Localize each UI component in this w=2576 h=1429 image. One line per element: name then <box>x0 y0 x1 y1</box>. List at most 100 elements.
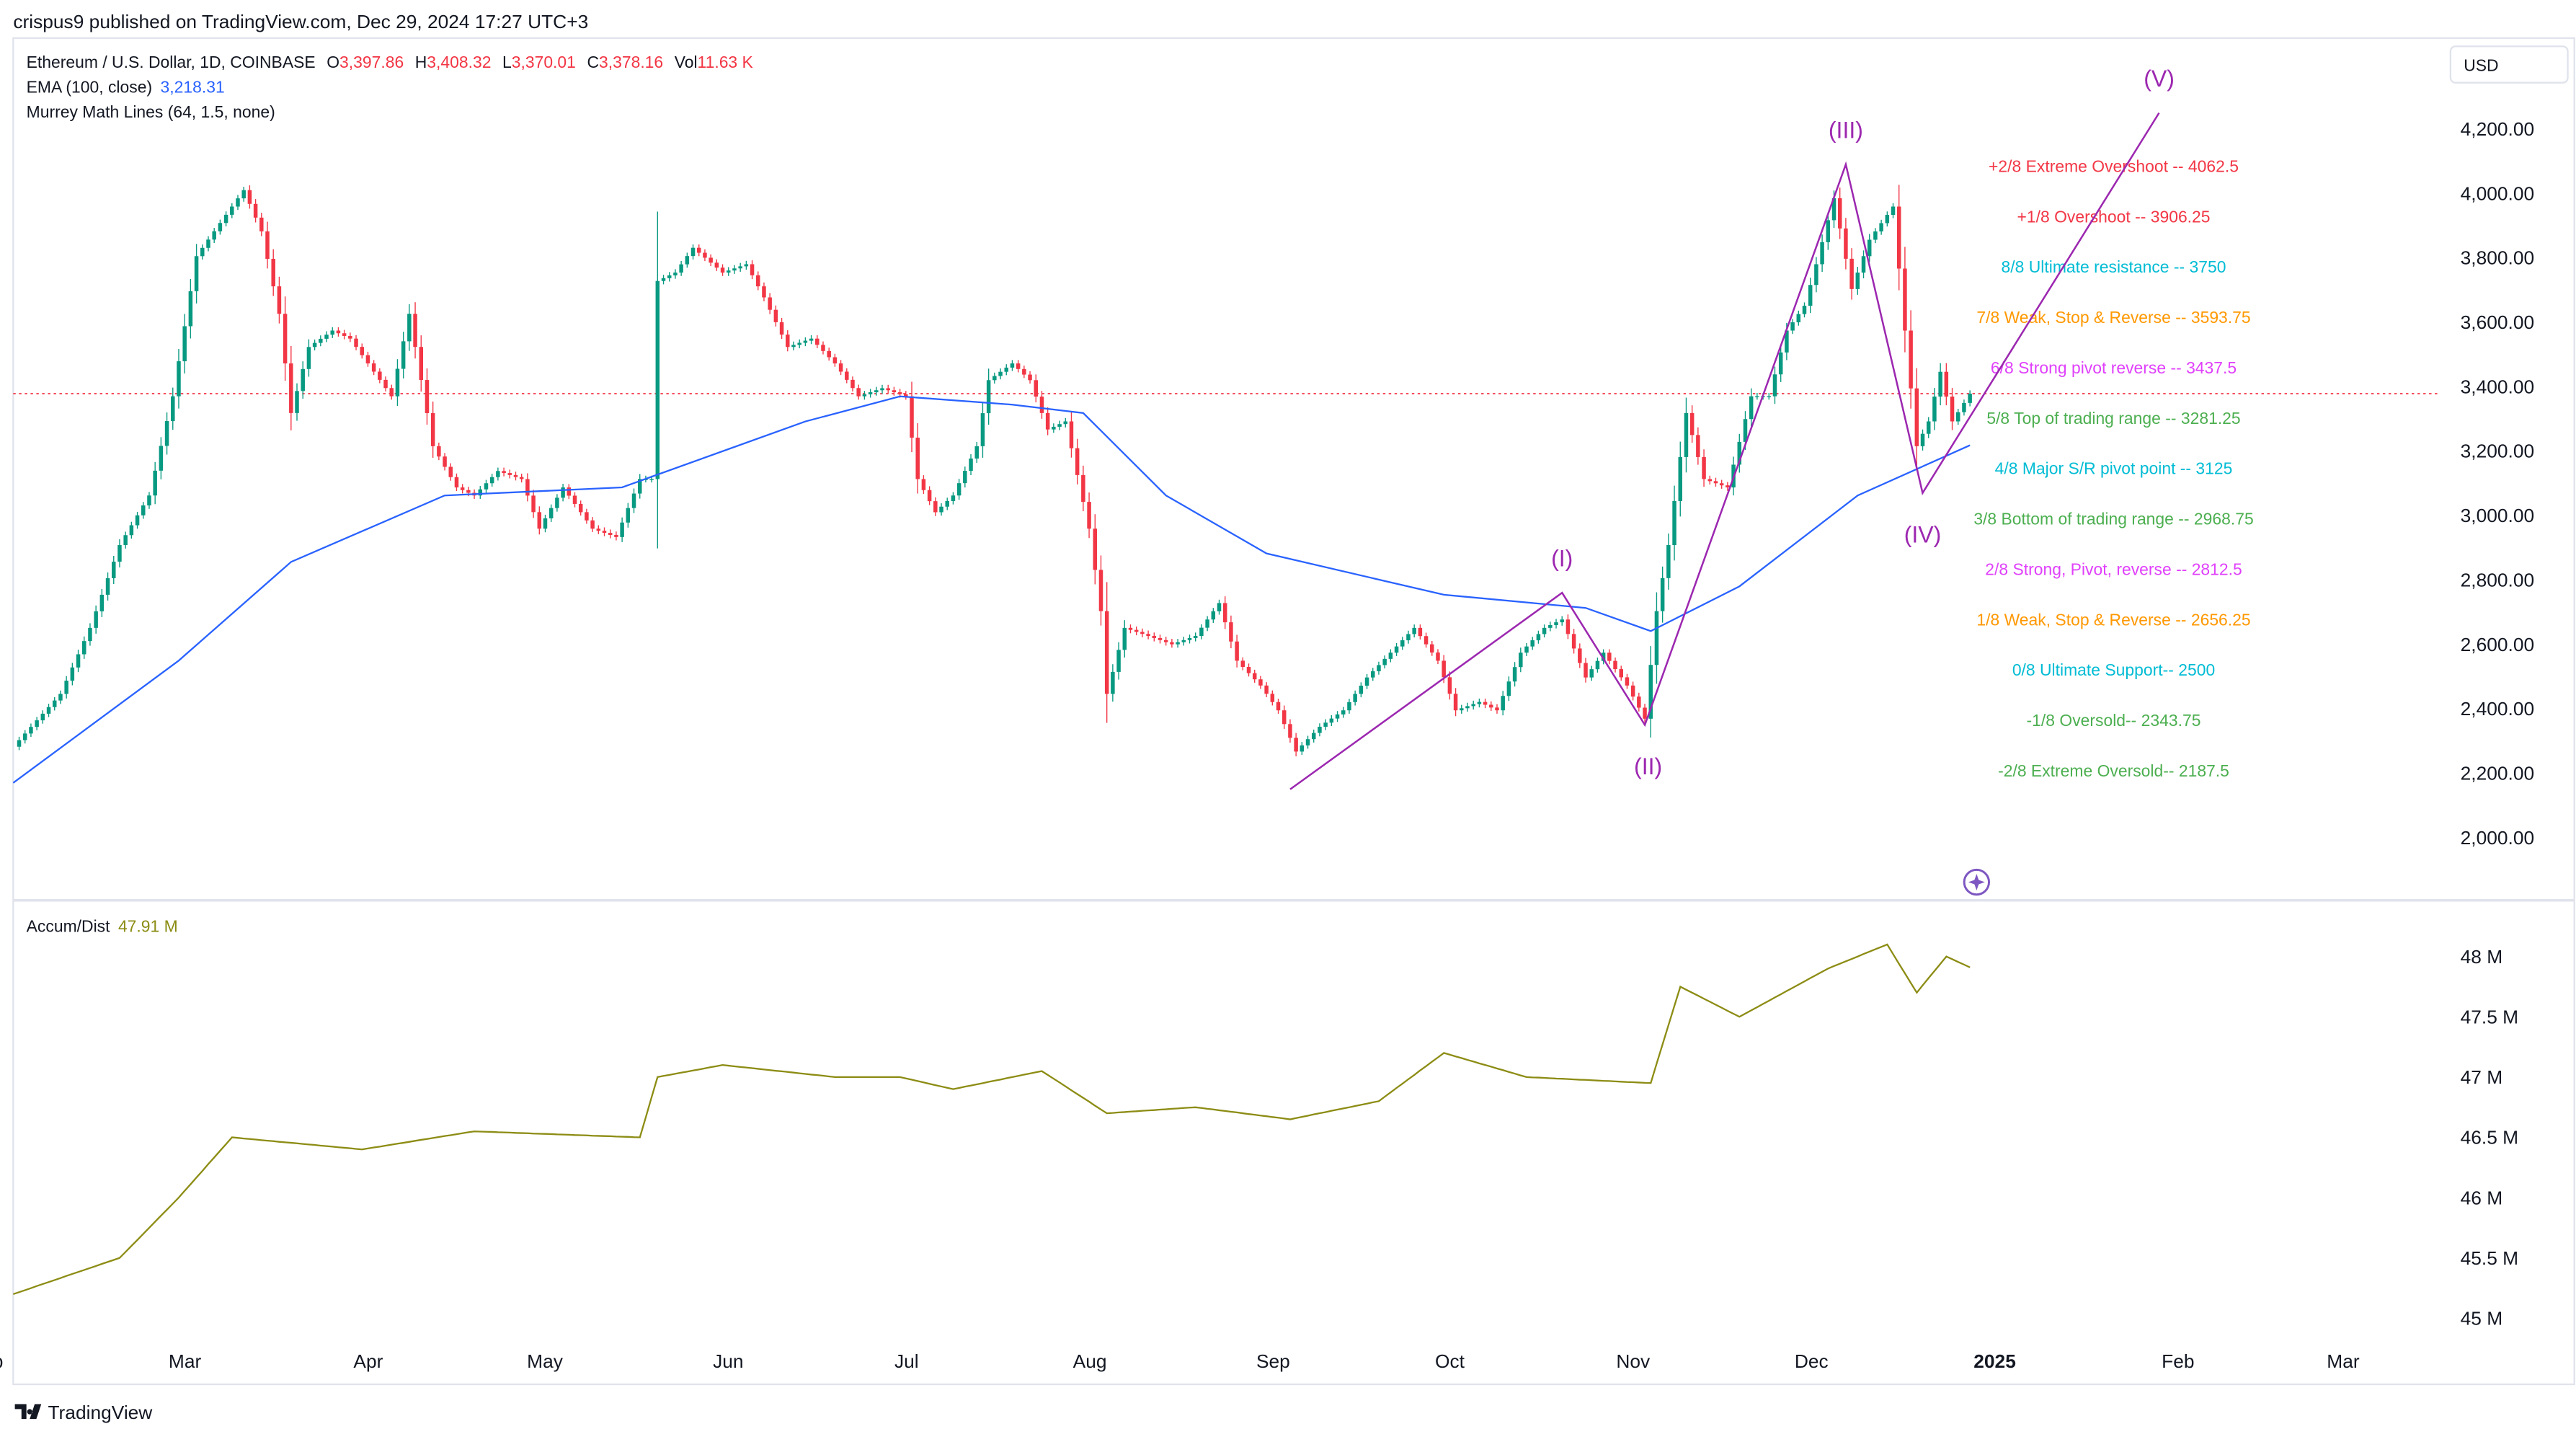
candle <box>1240 657 1245 671</box>
candle <box>1578 643 1582 668</box>
candle-body <box>1128 627 1133 630</box>
candle <box>182 314 187 374</box>
candle-body <box>1294 738 1298 752</box>
candle-body <box>1022 368 1026 375</box>
candle-body <box>1530 640 1535 647</box>
candle-body <box>1264 685 1269 694</box>
candle-body <box>720 267 725 273</box>
candle-body <box>1613 660 1617 670</box>
candle <box>956 479 961 500</box>
candle <box>856 384 861 400</box>
candle-body <box>862 394 867 397</box>
candle <box>478 486 483 499</box>
candle <box>283 296 288 381</box>
candle <box>1146 630 1150 640</box>
candle <box>1903 247 1907 353</box>
candle <box>1004 364 1008 376</box>
candle-body <box>786 335 790 348</box>
candle-body <box>1637 696 1641 708</box>
candle <box>548 504 554 522</box>
candle <box>194 244 199 304</box>
candle <box>1430 640 1434 656</box>
candle <box>756 271 760 291</box>
candle-body <box>655 280 660 479</box>
candle-body <box>70 667 75 681</box>
candle-body <box>1305 739 1310 746</box>
candle <box>1453 688 1458 717</box>
candle <box>371 360 376 376</box>
candle-body <box>1938 371 1942 397</box>
candle <box>631 488 636 513</box>
candle <box>1222 596 1227 629</box>
candle-body <box>1453 694 1458 711</box>
candle-body <box>1122 627 1127 650</box>
candle-body <box>1548 624 1553 628</box>
candle-body <box>1844 228 1848 259</box>
wave-label: (II) <box>1634 753 1662 779</box>
candle <box>389 384 394 400</box>
candle-body <box>99 594 105 611</box>
candle-body <box>259 217 264 231</box>
candle-body <box>1205 619 1209 628</box>
candle <box>247 185 252 209</box>
candle-body <box>921 479 926 490</box>
wave-path <box>1289 112 2160 790</box>
candle-body <box>64 681 68 694</box>
price-axis[interactable]: 4,200.00 4,000.00 3,800.00 3,600.00 3,400.00… <box>2461 118 2534 849</box>
price-tick-label: 2,400.00 <box>2461 698 2534 720</box>
candle-body <box>1743 419 1748 442</box>
candle <box>1116 642 1121 680</box>
candle <box>1211 608 1216 623</box>
published-caption: crispus9 published on TradingView.com, D… <box>13 11 588 32</box>
ad-tick-label: 46.5 M <box>2461 1127 2519 1149</box>
candle <box>1052 423 1056 433</box>
candle-body <box>1465 706 1470 709</box>
svg-text:TradingView: TradingView <box>48 1402 153 1423</box>
candle-body <box>1039 397 1044 413</box>
candle-body <box>1282 710 1287 725</box>
candle <box>419 335 424 392</box>
candle-body <box>992 376 997 381</box>
candle <box>974 441 979 463</box>
candle <box>904 391 908 400</box>
ai-sparkle-icon[interactable] <box>1963 868 1991 896</box>
candle <box>513 472 518 481</box>
candle <box>1022 366 1026 379</box>
candle <box>1246 663 1251 677</box>
candle-body <box>1004 367 1008 372</box>
candle <box>413 302 417 359</box>
candle <box>253 199 258 223</box>
candle <box>803 337 808 347</box>
candle <box>88 623 92 646</box>
time-axis[interactable]: Feb Mar Apr May Jun Jul Aug Sep Oct Nov Dec 2025 Feb… <box>0 1350 2360 1372</box>
candle-body <box>295 391 299 413</box>
candle-body <box>324 335 329 339</box>
candle <box>525 473 530 502</box>
candle <box>1294 733 1298 757</box>
candle <box>1045 407 1050 435</box>
time-tick-label: 2025 <box>1973 1350 2016 1372</box>
candle <box>348 332 352 342</box>
svg-text:USD: USD <box>2464 56 2498 75</box>
candle <box>105 572 110 601</box>
candle-body <box>88 627 92 642</box>
candle-body <box>543 518 548 529</box>
candle-body <box>1944 371 1949 397</box>
elliott-wave[interactable]: (I) (II) (III) (IV) (V) <box>1289 66 2175 790</box>
price-tick-label: 4,000.00 <box>2461 182 2534 204</box>
candle-body <box>1565 619 1571 634</box>
time-tick-label: Sep <box>1256 1350 1290 1372</box>
candle-body <box>1648 665 1653 719</box>
currency-button[interactable]: USD <box>2449 45 2569 84</box>
candle <box>868 389 873 398</box>
ad-axis[interactable]: 48 M 47.5 M 47 M 46.5 M 46 M 45.5 M 45 M <box>2461 946 2519 1330</box>
candle-body <box>1571 634 1576 649</box>
tradingview-logo[interactable]: TradingView <box>14 1402 154 1423</box>
candle-body <box>1028 374 1032 381</box>
candle <box>1666 534 1671 590</box>
ad-tick-label: 45.5 M <box>2461 1247 2519 1269</box>
candle-body <box>1595 660 1600 670</box>
candle <box>129 521 134 539</box>
price-tick-label: 3,000.00 <box>2461 505 2534 526</box>
